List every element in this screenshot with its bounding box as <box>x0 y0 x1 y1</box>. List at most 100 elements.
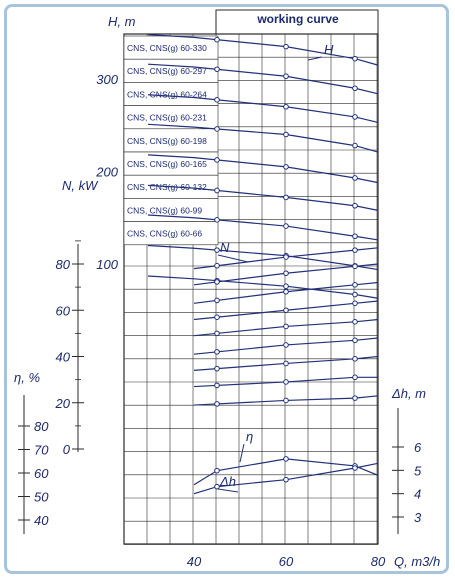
data-point <box>283 103 289 110</box>
data-point <box>214 262 220 269</box>
efficiency-tick-label: 80 <box>34 419 49 434</box>
head-curve-label-leader <box>307 56 323 61</box>
data-point <box>214 66 220 73</box>
data-point <box>214 467 220 474</box>
npsh-curve-label: Δh <box>219 474 236 489</box>
power-curve-label: N <box>220 240 230 255</box>
data-point <box>214 247 220 253</box>
power-curve <box>193 376 378 388</box>
npsh-tick-label: 3 <box>414 510 422 525</box>
power-tick-label: 20 <box>55 396 71 411</box>
data-point <box>283 194 289 201</box>
data-point <box>283 283 289 290</box>
chart-title: working curve <box>256 12 339 26</box>
power-curve <box>193 300 379 321</box>
data-point <box>283 73 289 80</box>
efficiency-curve-label: η <box>246 429 253 444</box>
power-tick-label: 80 <box>56 257 71 272</box>
data-point <box>214 97 220 103</box>
data-point <box>352 263 358 270</box>
x-tick-label: 60 <box>279 554 294 569</box>
data-point <box>214 36 220 43</box>
data-point <box>283 254 289 260</box>
data-point <box>214 217 220 223</box>
data-point <box>214 314 220 320</box>
model-label: CNS, CNS(g) 60-297 <box>127 66 207 76</box>
x-axis-title: Q, m3/h <box>394 554 440 569</box>
data-point <box>214 297 220 304</box>
npsh-tick-label: 5 <box>414 463 422 478</box>
curves: H Nη Δh <box>147 34 379 495</box>
power-curve <box>193 263 379 286</box>
data-point <box>283 476 289 483</box>
data-point <box>352 337 358 344</box>
power-tick-label: 0 <box>63 442 71 457</box>
data-point <box>283 131 289 138</box>
data-point <box>283 164 289 170</box>
power-curve <box>193 281 379 304</box>
npsh-tick-label: 6 <box>414 440 422 455</box>
data-point <box>214 187 220 194</box>
power-curve-label-leader <box>217 254 249 263</box>
power-curve <box>193 318 379 337</box>
model-label-cell <box>123 221 219 246</box>
efficiency-tick-label: 50 <box>34 490 49 505</box>
data-point <box>283 342 289 348</box>
data-point <box>214 157 220 163</box>
data-point <box>214 330 220 337</box>
power-tick-label: 40 <box>56 350 71 365</box>
data-point <box>352 85 358 92</box>
efficiency-tick-label: 70 <box>34 443 49 458</box>
data-point <box>214 349 220 355</box>
model-label: CNS, CNS(g) 60-264 <box>127 89 207 99</box>
data-point <box>214 401 220 407</box>
model-label-table: CNS, CNS(g) 60-330 CNS, CNS(g) 60-297 CNS,… <box>123 35 219 246</box>
head-tick-label: 300 <box>96 72 118 87</box>
data-point <box>283 456 289 462</box>
data-point <box>283 360 289 367</box>
model-label: CNS, CNS(g) 60-99 <box>127 205 202 215</box>
data-point <box>214 483 220 490</box>
data-point <box>352 300 358 307</box>
head-axis-title: H, m <box>108 14 136 29</box>
title-box <box>215 9 379 35</box>
data-point <box>352 175 358 181</box>
power-tick-label: 60 <box>56 303 71 318</box>
data-point <box>283 323 289 330</box>
data-point <box>283 288 289 295</box>
data-point <box>214 382 220 389</box>
model-label: CNS, CNS(g) 60-132 <box>127 182 207 192</box>
power-curve <box>193 395 379 406</box>
x-tick-label: 80 <box>371 554 386 569</box>
efficiency-tick-label: 60 <box>34 466 49 481</box>
head-tick-label: 100 <box>96 257 118 272</box>
npsh-tick-label: 4 <box>414 487 421 502</box>
npsh-curve-label-leader <box>217 488 239 493</box>
data-point <box>352 233 358 240</box>
data-point <box>352 114 358 120</box>
head-tick-label: 200 <box>95 165 118 180</box>
x-tick-label: 40 <box>187 554 202 569</box>
data-point <box>352 291 358 298</box>
model-label: CNS, CNS(g) 60-231 <box>127 113 207 123</box>
data-point <box>352 395 358 401</box>
power-curve <box>193 355 379 371</box>
data-point <box>352 465 358 471</box>
power-axis-title: N, kW <box>62 178 99 193</box>
data-point <box>352 247 358 253</box>
model-label: CNS, CNS(g) 60-66 <box>127 229 202 239</box>
power-curve <box>193 337 379 355</box>
model-label: CNS, CNS(g) 60-198 <box>127 136 207 146</box>
data-point <box>283 43 289 50</box>
data-point <box>352 374 358 381</box>
head-curve-label: H <box>324 42 334 57</box>
data-point <box>352 142 358 149</box>
data-point <box>283 307 289 314</box>
data-point <box>352 202 358 209</box>
efficiency-tick-label: 40 <box>34 513 49 528</box>
axes: 100 200 300 0 20 40 60 80 40 50 60 70 80 3 4 5 6 40 60 80 <box>18 72 422 569</box>
data-point <box>283 270 289 277</box>
data-point <box>352 55 358 62</box>
data-point <box>283 223 289 229</box>
